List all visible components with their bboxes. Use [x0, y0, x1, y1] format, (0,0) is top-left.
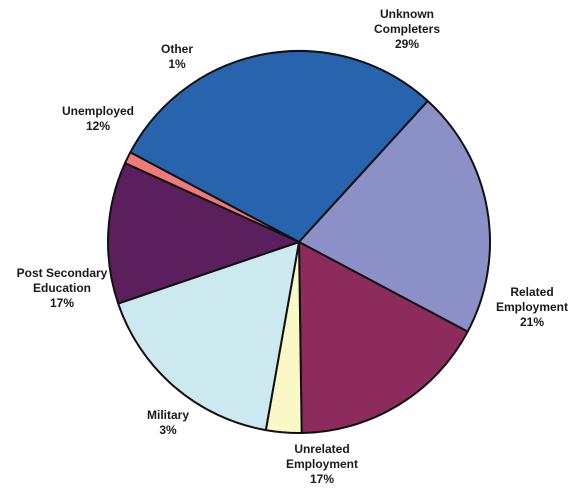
slice-label-line: Related	[510, 285, 553, 299]
slice-label-0: Unknown Completers 29%	[374, 7, 440, 51]
slice-label-line: Employment	[286, 457, 358, 471]
slice-label-line: Post Secondary	[17, 266, 108, 280]
slice-percent: 12%	[86, 119, 110, 133]
pie-slice-1	[298, 99, 491, 333]
slice-percent: 17%	[50, 296, 74, 310]
slice-label-1: Related Employment 21%	[496, 285, 568, 329]
pie-slice-2	[298, 241, 469, 434]
slice-label-4: Post Secondary Education 17%	[17, 266, 108, 310]
slice-label-6: Other 1%	[161, 42, 193, 71]
pie-slice-6	[124, 151, 300, 243]
slice-label-line: Unemployed	[62, 104, 134, 118]
slice-label-line: Other	[161, 42, 193, 56]
slice-percent: 1%	[168, 57, 186, 71]
slice-label-line: Military	[147, 408, 189, 422]
pie-slice-0	[129, 50, 429, 243]
slice-label-line: Completers	[374, 22, 440, 36]
slice-percent: 29%	[395, 37, 419, 51]
slice-label-5: Unemployed 12%	[62, 104, 134, 133]
slice-percent: 21%	[520, 315, 544, 329]
slice-percent: 3%	[159, 423, 177, 437]
slice-label-3: Military 3%	[147, 408, 189, 437]
slice-label-line: Education	[33, 281, 91, 295]
slice-label-line: Unrelated	[294, 442, 349, 456]
slice-percent: 17%	[310, 472, 334, 486]
slice-label-line: Unknown	[380, 7, 434, 21]
pie-slice-5	[107, 162, 300, 305]
slice-label-line: Employment	[496, 300, 568, 314]
slice-label-2: Unrelated Employment 17%	[286, 442, 358, 486]
